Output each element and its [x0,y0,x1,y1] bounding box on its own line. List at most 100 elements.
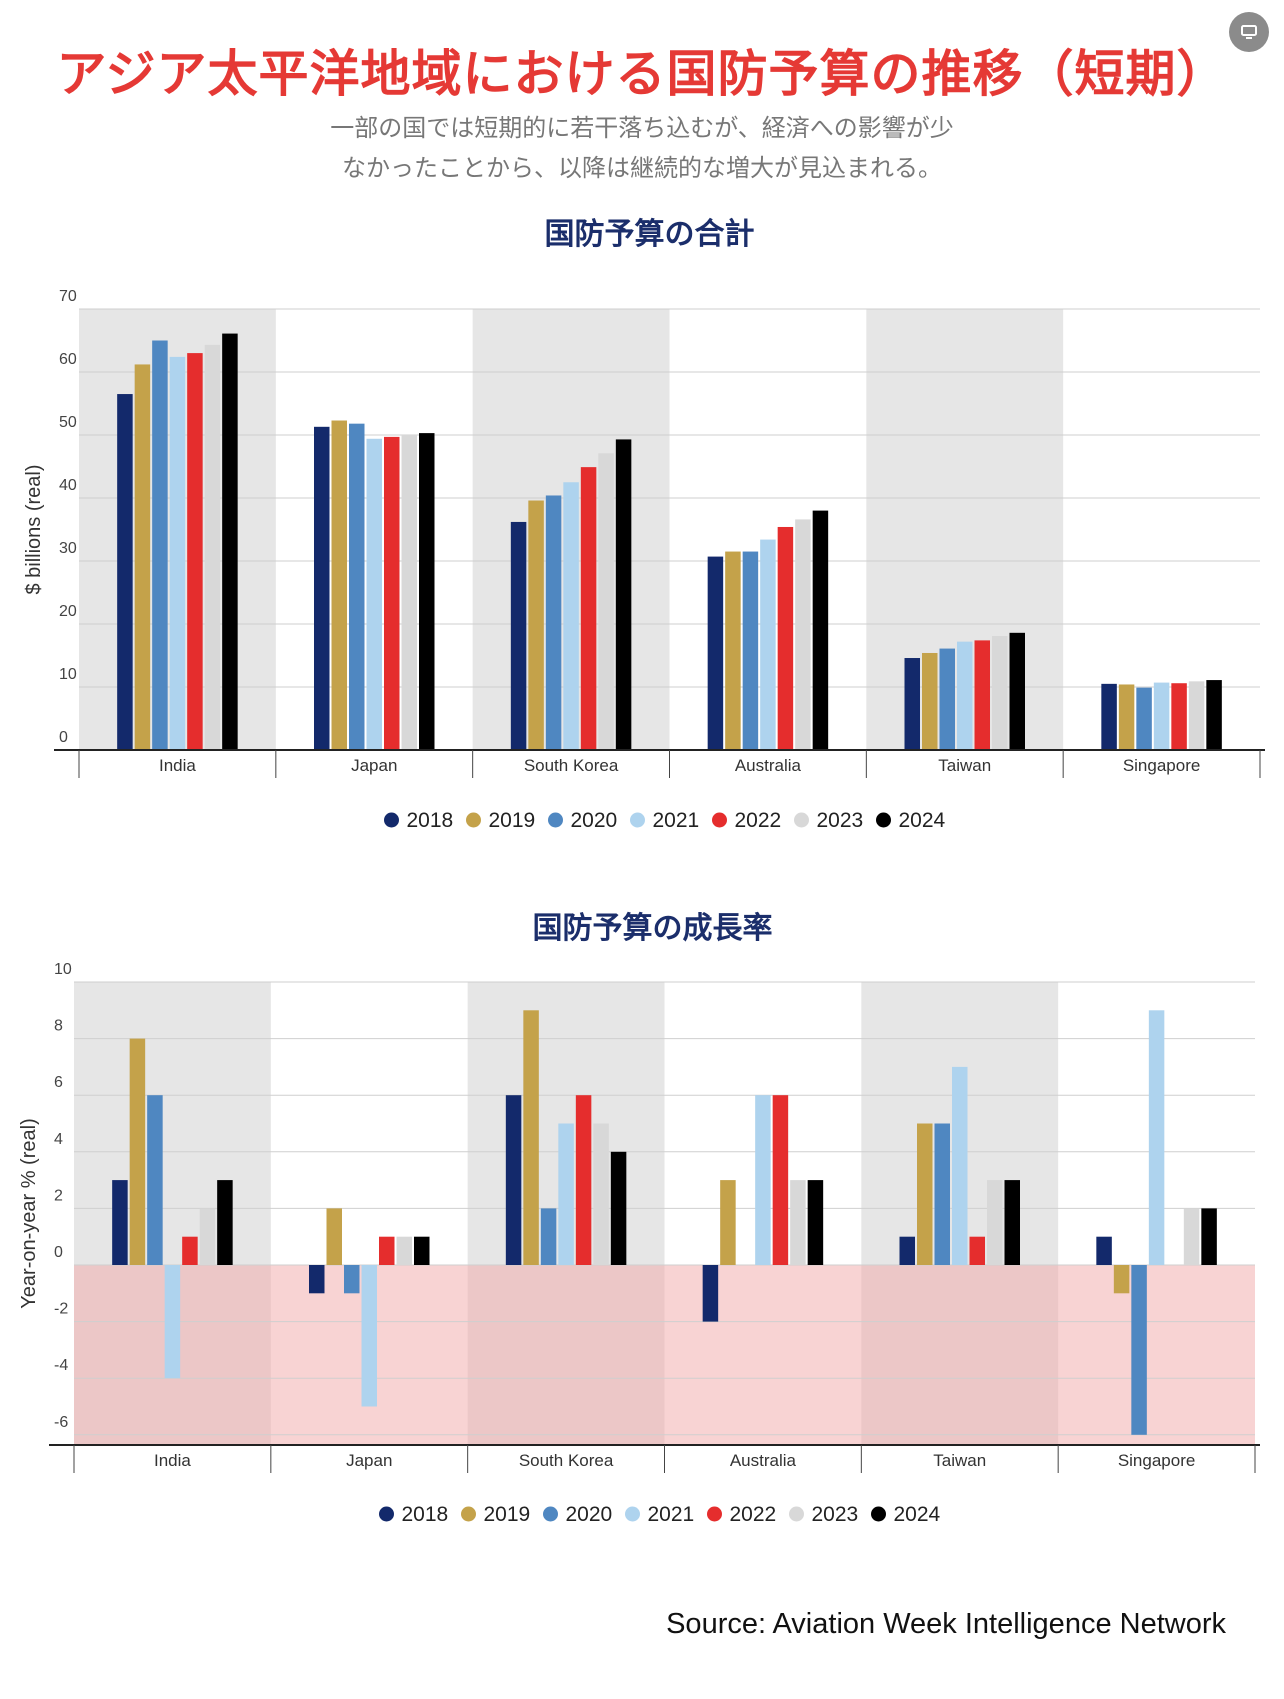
total-budget-chart: 国防予算の合計 0 10 20 30 40 50 60 70 India Japan South Ko… [23,217,1265,832]
chart2-bar [182,1236,198,1265]
chart2-bar [540,1208,557,1265]
chart1-bar [1171,683,1187,750]
chart1-bar [187,353,203,750]
chart1-bar [222,333,238,750]
chart1-legend-swatch [466,812,481,828]
chart2-bar [199,1208,216,1265]
chart1-ytick-label: 40 [59,477,77,494]
chart1-bar [169,356,186,750]
chart2-bar [575,1095,592,1265]
chart2-bar [1201,1208,1217,1265]
chart1-bar [528,500,544,750]
chart2-ytick-label: -2 [54,1301,68,1318]
chart1-category-label: Japan [351,756,397,775]
chart1-bar [1118,684,1135,750]
chart2-bar [217,1180,233,1265]
chart1-legend-swatch [384,812,399,828]
chart1-legend-label: 2018 [407,809,454,832]
chart2-bar [934,1123,950,1265]
chart1-bar [974,640,990,750]
display-icon[interactable] [1229,12,1269,52]
chart2-legend-label: 2020 [566,1503,613,1526]
chart1-legend-swatch [712,812,727,828]
chart2-legend-label: 2021 [648,1503,695,1526]
chart2-bar [1183,1208,1200,1265]
chart2-bar [1113,1265,1130,1294]
chart1-bar [760,539,776,750]
subtitle-line-2: なかったことから、以降は継続的な増大が見込まれる。 [342,154,942,182]
chart1-ytick-label: 50 [59,414,77,431]
chart2-category-label: India [154,1451,191,1470]
chart2-bar [899,1236,915,1265]
chart2-bar [987,1180,1003,1265]
chart2-legend-swatch [707,1506,722,1522]
chart2-bar [164,1265,181,1379]
chart1-legend-swatch [794,812,809,828]
chart1-ytick-label: 10 [59,666,77,683]
chart1-ylabel: $ billions (real) [23,464,45,594]
chart1-bar [1153,682,1170,750]
chart2-bar [720,1180,736,1265]
chart2-bar [344,1265,360,1294]
chart2-bar [147,1095,163,1265]
chart1-bar [1009,632,1025,750]
chart1-bar [777,526,794,750]
chart2-bar [807,1180,824,1265]
chart1-ytick-label: 60 [59,351,77,368]
chart1-ytick-label: 20 [59,603,77,620]
chart1-bar [117,394,133,750]
chart2-ytick-label: 8 [54,1018,63,1035]
chart1-bar [1101,683,1117,750]
chart2-bar [790,1180,806,1265]
chart1-ytick-label: 0 [59,729,68,746]
chart1-bar [331,420,347,750]
growth-rate-chart: 国防予算の成長率 -6 -4 -2 0 2 4 6 8 10 India Japan South Kor… [18,911,1260,1526]
chart1-bar [1188,681,1205,750]
chart1-bar [598,453,614,750]
chart1-bar [1136,687,1152,750]
chart1-category-label: India [159,756,196,775]
chart2-bar [326,1208,342,1265]
chart2-bar [414,1236,430,1265]
chart2-legend-label: 2024 [894,1503,941,1526]
chart1-bar [366,438,382,750]
chart2-bar [112,1180,128,1265]
chart1-bar [545,495,562,750]
chart2-bar [952,1066,968,1265]
chart1-bar [922,652,938,750]
chart2-bar [129,1038,146,1265]
chart1-legend-swatch [630,812,645,828]
chart2-ytick-label: 2 [54,1187,63,1204]
chart2-bar [379,1236,395,1265]
chart2-category-label: South Korea [519,1451,614,1470]
chart2-bar [610,1151,627,1265]
chart2-category-label: Japan [346,1451,392,1470]
chart1-bar [204,344,221,750]
chart2-ytick-label: 10 [54,961,72,978]
chart2-bar [523,1010,539,1265]
chart1-legend-swatch [876,812,891,828]
chart2-bar [505,1095,522,1265]
chart1-bar [904,658,920,750]
chart1-bar [795,519,811,750]
chart2-category-label: Singapore [1118,1451,1196,1470]
chart2-ylabel: Year-on-year % (real) [18,1118,40,1308]
chart1-bar [384,436,400,750]
chart2-category-label: Australia [730,1451,797,1470]
chart1-bar [349,423,365,750]
chart2-legend-swatch [543,1506,558,1522]
chart1-title: 国防予算の合計 [545,217,755,251]
chart1-legend-label: 2022 [735,809,782,832]
chart2-legend-label: 2022 [730,1503,777,1526]
page-title: アジア太平洋地域における国防予算の推移（短期） [56,45,1228,103]
chart1-category-label: Singapore [1123,756,1201,775]
chart1-bar [563,482,579,750]
chart1-bar [419,433,435,750]
chart1-legend-swatch [548,812,563,828]
chart2-negative-zone [74,1265,1255,1445]
chart2-bar [702,1265,719,1322]
subtitle: 一部の国では短期的に若干落ち込むが、経済への影響が少 なかったことから、以降は継… [192,108,1092,188]
chart2-bar [558,1123,574,1265]
chart1-ytick-label: 70 [59,288,77,305]
chart2-legend-swatch [789,1506,804,1522]
